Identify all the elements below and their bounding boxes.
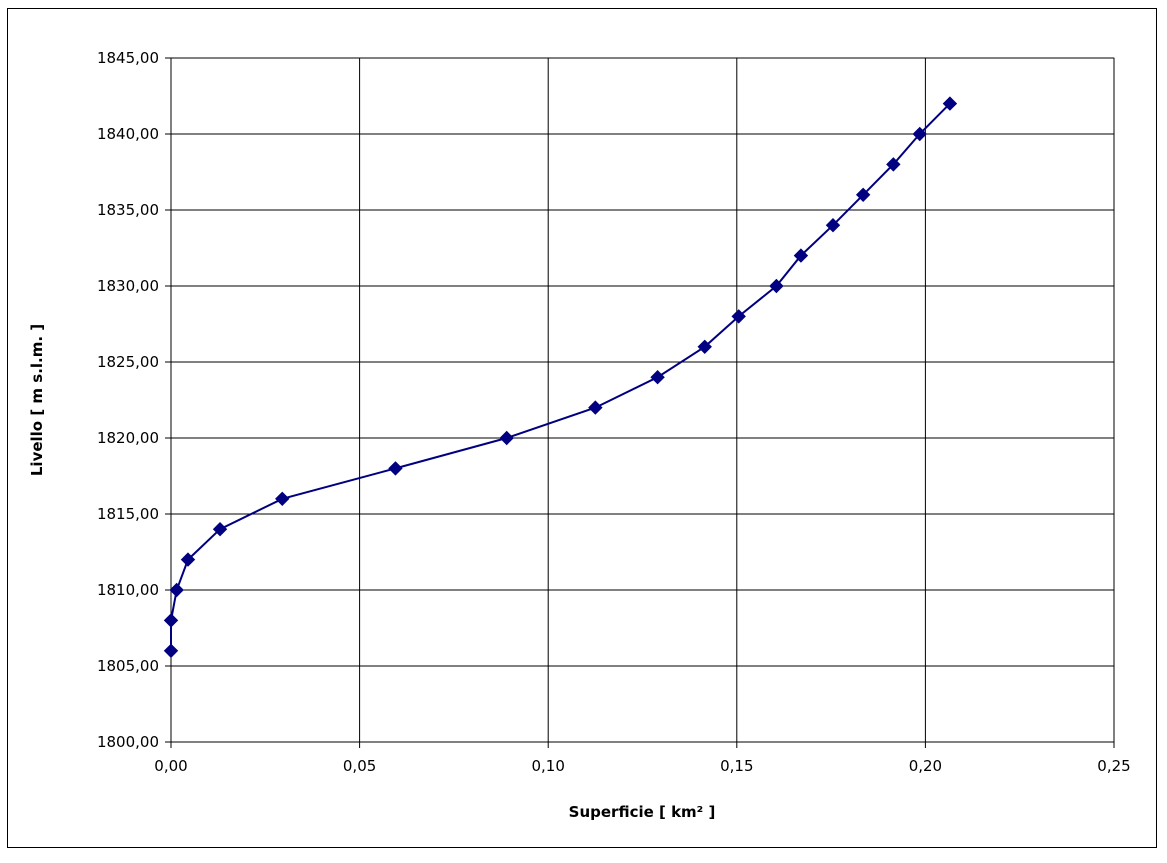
data-point-marker	[855, 187, 871, 203]
data-point-marker	[588, 400, 603, 415]
y-tick-label: 1825,00	[97, 353, 159, 371]
data-point-marker	[731, 309, 746, 324]
y-tick-label: 1820,00	[97, 429, 159, 447]
data-point-marker	[163, 613, 179, 628]
plot-area	[170, 57, 1115, 743]
x-tick-label: 0,20	[909, 757, 942, 775]
y-tick-label: 1845,00	[97, 49, 159, 67]
y-tick-label: 1840,00	[97, 125, 159, 143]
x-tick-label: 0,15	[720, 757, 753, 775]
x-tick-label: 0,00	[154, 757, 187, 775]
data-point-marker	[769, 278, 784, 294]
x-tick-labels: 0,00 0,05 0,10 0,15 0,20 0,25	[154, 757, 1130, 775]
y-tick-label: 1830,00	[97, 277, 159, 295]
x-tick-label: 0,25	[1097, 757, 1130, 775]
data-point-marker	[825, 217, 841, 233]
x-axis-title: Superficie [ km² ]	[569, 803, 716, 821]
data-point-marker	[212, 521, 228, 537]
y-tick-label: 1800,00	[97, 733, 159, 751]
data-point-marker	[886, 157, 901, 172]
y-axis-title: Livello [ m s.l.m. ]	[28, 324, 46, 476]
data-point-marker	[942, 96, 958, 111]
y-tick-label: 1815,00	[97, 505, 159, 523]
gridlines	[171, 57, 1115, 742]
y-tick-labels: 1800,00 1805,00 1810,00 1815,00 1820,00 1825,…	[97, 49, 159, 751]
data-point-marker	[697, 339, 712, 355]
y-tick-label: 1835,00	[97, 201, 159, 219]
y-tick-label: 1810,00	[97, 581, 159, 599]
x-tick-label: 0,10	[531, 757, 564, 775]
x-tick-label: 0,05	[343, 757, 376, 775]
data-point-marker	[388, 461, 403, 476]
y-tick-label: 1805,00	[97, 657, 159, 675]
data-point-marker	[499, 430, 514, 446]
data-point-marker	[163, 643, 179, 659]
data-point-marker	[169, 582, 184, 598]
data-point-marker	[180, 552, 196, 567]
data-point-marker	[912, 126, 927, 142]
data-point-marker	[275, 491, 290, 507]
data-point-marker	[650, 369, 665, 385]
data-point-marker	[793, 248, 809, 263]
series-group	[163, 96, 958, 659]
